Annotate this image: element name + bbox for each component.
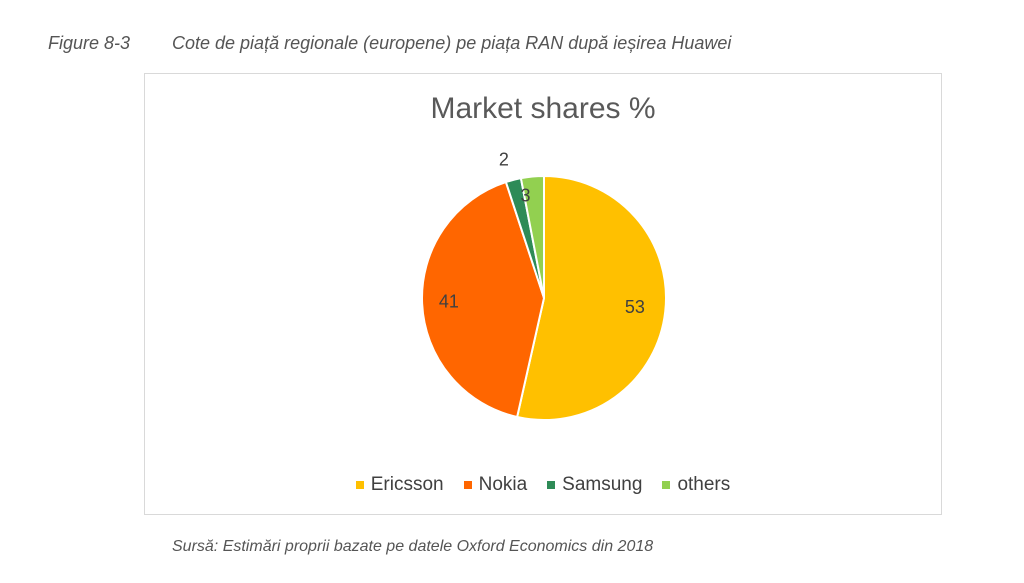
legend-label: others	[677, 474, 731, 495]
legend-item-nokia: Nokia	[463, 474, 528, 496]
data-label-nokia: 41	[439, 291, 459, 311]
legend-swatch	[547, 481, 556, 489]
legend-item-samsung: Samsung	[547, 474, 642, 496]
pie-slice-ericsson	[515, 174, 668, 421]
chart-area: Market shares % 53 41 2 3 Ericsson Nokia Sams…	[144, 73, 942, 515]
legend-swatch	[662, 481, 671, 489]
legend-label: Samsung	[562, 474, 643, 495]
figure-number: Figure 8-3	[48, 33, 131, 53]
chart-legend: Ericsson Nokia Samsung others	[145, 474, 941, 496]
pie-slice-others	[519, 174, 545, 299]
legend-label: Ericsson	[370, 474, 444, 495]
legend-label: Nokia	[478, 474, 528, 495]
data-label-samsung: 2	[499, 149, 509, 169]
legend-swatch	[463, 481, 472, 489]
data-label-others: 3	[521, 185, 531, 205]
figure-caption: Figure 8-3 Cote de piață regionale (europ…	[48, 33, 731, 54]
pie-slice-nokia	[421, 180, 546, 419]
figure-caption-text: Cote de piață regionale (europene) pe pi…	[172, 33, 732, 53]
legend-item-ericsson: Ericsson	[355, 474, 444, 496]
source-note: Sursă: Estimări proprii bazate pe datele…	[172, 538, 654, 555]
legend-item-others: others	[662, 474, 730, 496]
pie-chart: 53 41 23	[421, 149, 668, 421]
legend-swatch	[355, 481, 364, 489]
chart-title: Market shares %	[430, 92, 656, 125]
data-label-ericsson: 53	[625, 297, 645, 317]
